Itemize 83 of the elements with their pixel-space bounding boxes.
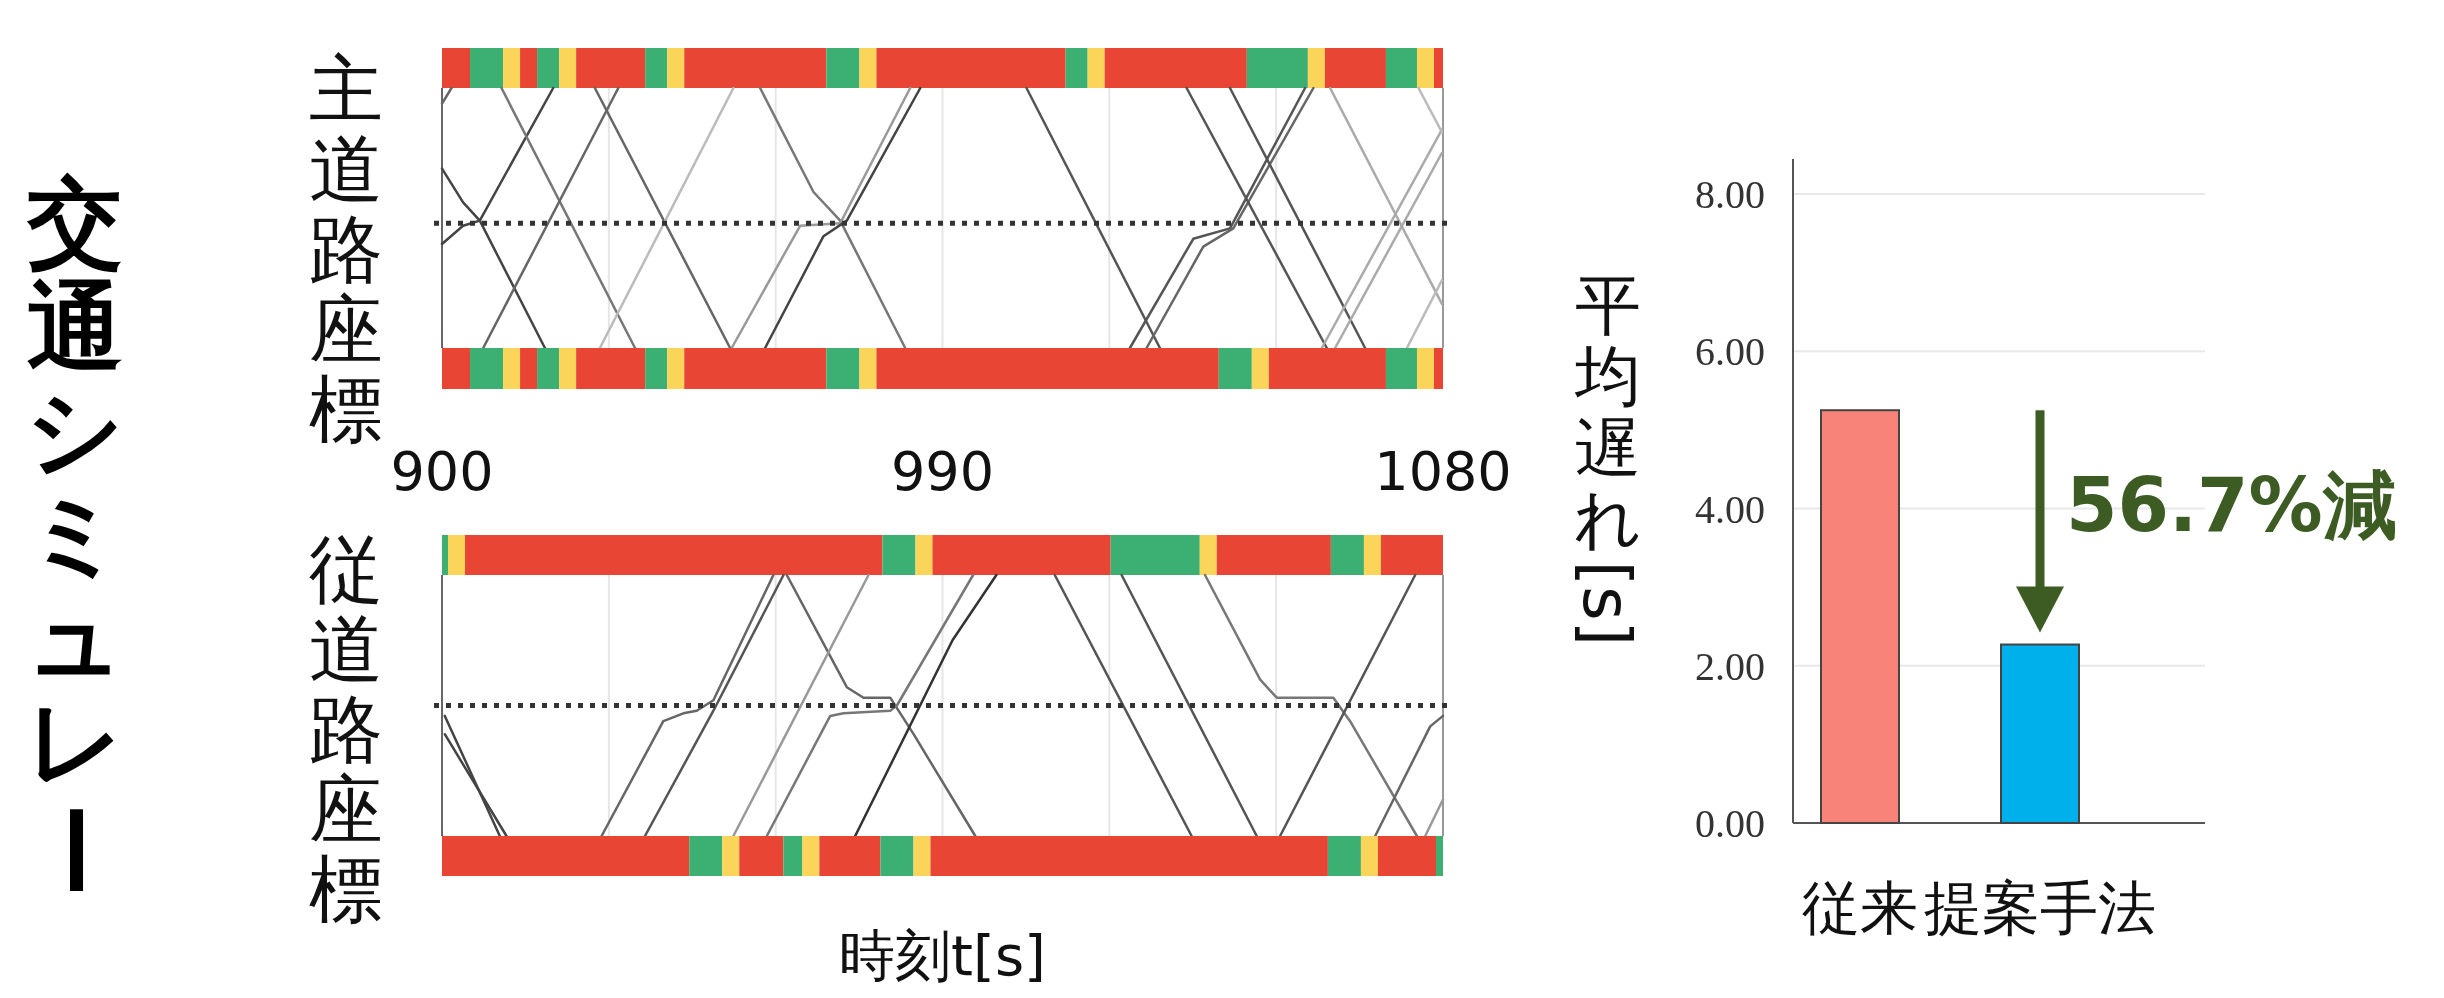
bar xyxy=(689,836,723,876)
bar xyxy=(930,836,1328,876)
bar xyxy=(645,348,668,389)
bar xyxy=(1363,535,1381,575)
y-axis-title: 従道路座標 xyxy=(309,526,383,932)
bar xyxy=(559,48,577,88)
y-tick-label: 6.00 xyxy=(1695,329,1765,375)
x-axis-title: 時刻t[s] xyxy=(839,923,1046,988)
bar xyxy=(442,836,690,876)
bar xyxy=(1110,535,1200,575)
y-tick-label: 0.00 xyxy=(1695,801,1765,846)
bar xyxy=(1416,348,1434,389)
bar xyxy=(1385,48,1417,88)
bar xyxy=(826,48,860,88)
bar xyxy=(913,836,931,876)
bar xyxy=(520,48,538,88)
bar xyxy=(470,348,504,389)
y-axis-title: 主道路座標 xyxy=(309,46,383,452)
bar xyxy=(1360,836,1378,876)
bar xyxy=(1380,535,1443,575)
x-tick-label: 従来 xyxy=(1802,874,1918,942)
bar xyxy=(859,48,877,88)
bar xyxy=(684,348,827,389)
bar xyxy=(1218,348,1252,389)
bar xyxy=(1433,348,1443,389)
bar xyxy=(1307,48,1325,88)
bar xyxy=(576,348,646,389)
bar xyxy=(932,535,1111,575)
bar xyxy=(559,348,577,389)
bar xyxy=(802,836,820,876)
bar xyxy=(876,348,1219,389)
bar xyxy=(1416,48,1434,88)
bar xyxy=(783,836,803,876)
bar xyxy=(722,836,740,876)
bar xyxy=(465,535,883,575)
bar xyxy=(442,535,449,575)
bar xyxy=(859,348,877,389)
bar xyxy=(576,48,646,88)
bar xyxy=(826,348,860,389)
y-tick-label: 4.00 xyxy=(1695,486,1765,532)
bar xyxy=(503,48,521,88)
bar xyxy=(1435,836,1443,876)
bar xyxy=(880,836,914,876)
bar xyxy=(537,48,560,88)
bar xyxy=(819,836,881,876)
bar xyxy=(1199,535,1217,575)
bar xyxy=(442,48,471,88)
bar xyxy=(1377,836,1436,876)
bar xyxy=(882,535,916,575)
bar xyxy=(1246,48,1308,88)
y-tick-label: 2.00 xyxy=(1695,643,1765,689)
bar xyxy=(1433,48,1443,88)
bar xyxy=(503,348,521,389)
bar xyxy=(684,48,827,88)
bar xyxy=(1087,48,1105,88)
bar xyxy=(1268,348,1386,389)
bar xyxy=(1330,535,1364,575)
bar xyxy=(915,535,933,575)
bar xyxy=(1324,48,1386,88)
y-axis-title: 平均遅れ[s] xyxy=(1568,267,1646,647)
x-tick-label: 提案手法 xyxy=(1924,874,2156,942)
bar xyxy=(876,48,1066,88)
bar xyxy=(1327,836,1361,876)
bar xyxy=(667,48,685,88)
bar xyxy=(1104,48,1247,88)
bar xyxy=(1385,348,1417,389)
bar xyxy=(1065,48,1088,88)
bar xyxy=(1251,348,1269,389)
annotation: 56.7%減 xyxy=(2066,462,2397,549)
text: 交通シミュレー xyxy=(17,167,130,898)
bar xyxy=(537,348,560,389)
bar xyxy=(470,48,504,88)
bar xyxy=(1216,535,1331,575)
bar xyxy=(645,48,668,88)
bar xyxy=(448,535,466,575)
bar xyxy=(520,348,538,389)
bar xyxy=(739,836,784,876)
x-tick-label: 990 xyxy=(890,440,995,503)
x-tick-label: 1080 xyxy=(1374,440,1512,503)
bar xyxy=(442,348,471,389)
bar xyxy=(667,348,685,389)
y-tick-label: 8.00 xyxy=(1695,172,1765,217)
x-tick-label: 900 xyxy=(390,440,494,503)
